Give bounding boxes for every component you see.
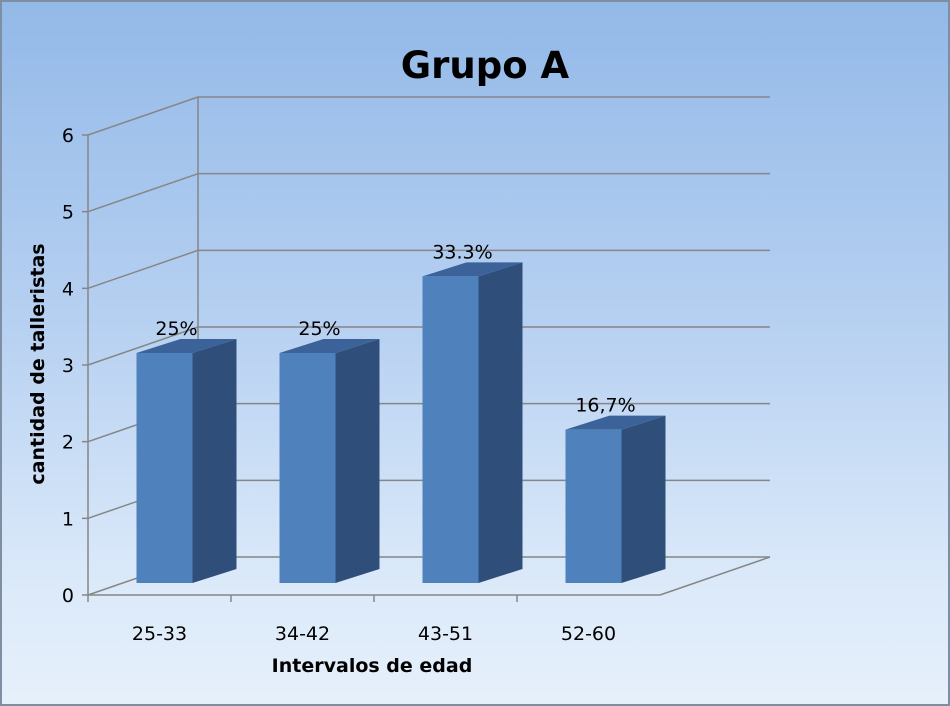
data-label: 33.3% xyxy=(432,241,492,263)
y-tick-label: 0 xyxy=(62,585,74,607)
y-tick-label: 4 xyxy=(62,278,74,300)
bar-side-25-33 xyxy=(192,339,237,583)
gridline-side xyxy=(87,96,199,136)
data-label: 25% xyxy=(298,318,340,340)
y-tick-label: 1 xyxy=(62,508,74,530)
bar-side-52-60 xyxy=(621,415,666,583)
y-tick-label: 5 xyxy=(62,202,74,224)
y-axis-title: cantidad de talleristas xyxy=(27,243,49,484)
bars xyxy=(136,262,666,583)
tick-labels: 0 1 2 3 4 5 6 25-33 34-42 43-51 52-60 xyxy=(62,125,616,645)
x-tick-label: 25-33 xyxy=(132,623,187,645)
y-tick-label: 2 xyxy=(62,432,74,454)
bar-34-42 xyxy=(279,353,336,583)
bar-25-33 xyxy=(136,353,193,583)
bar-43-51 xyxy=(422,276,479,583)
chart-title: Grupo A xyxy=(401,44,570,87)
gridline-side xyxy=(87,172,199,213)
bar-top-43-51 xyxy=(422,262,523,277)
bar-52-60 xyxy=(565,429,622,583)
x-axis-title: Intervalos de edad xyxy=(272,655,473,677)
y-tick-label: 6 xyxy=(62,125,74,147)
x-tick-label: 52-60 xyxy=(561,623,616,645)
floor-edge xyxy=(659,556,771,596)
bar-side-43-51 xyxy=(478,262,523,583)
axes xyxy=(82,97,771,602)
y-tick-label: 3 xyxy=(62,355,74,377)
data-label: 16,7% xyxy=(575,395,635,417)
bar-top-52-60 xyxy=(565,415,666,430)
bar-top-34-42 xyxy=(279,339,380,353)
x-tick-label: 43-51 xyxy=(418,623,473,645)
data-label: 25% xyxy=(155,318,197,340)
x-tick-label: 34-42 xyxy=(275,623,330,645)
gridline-side xyxy=(87,249,199,290)
bar-side-34-42 xyxy=(335,339,380,583)
gridline-side xyxy=(87,326,199,366)
data-labels: 25% 25% 33.3% 16,7% xyxy=(155,241,635,416)
bar-top-25-33 xyxy=(136,339,237,353)
